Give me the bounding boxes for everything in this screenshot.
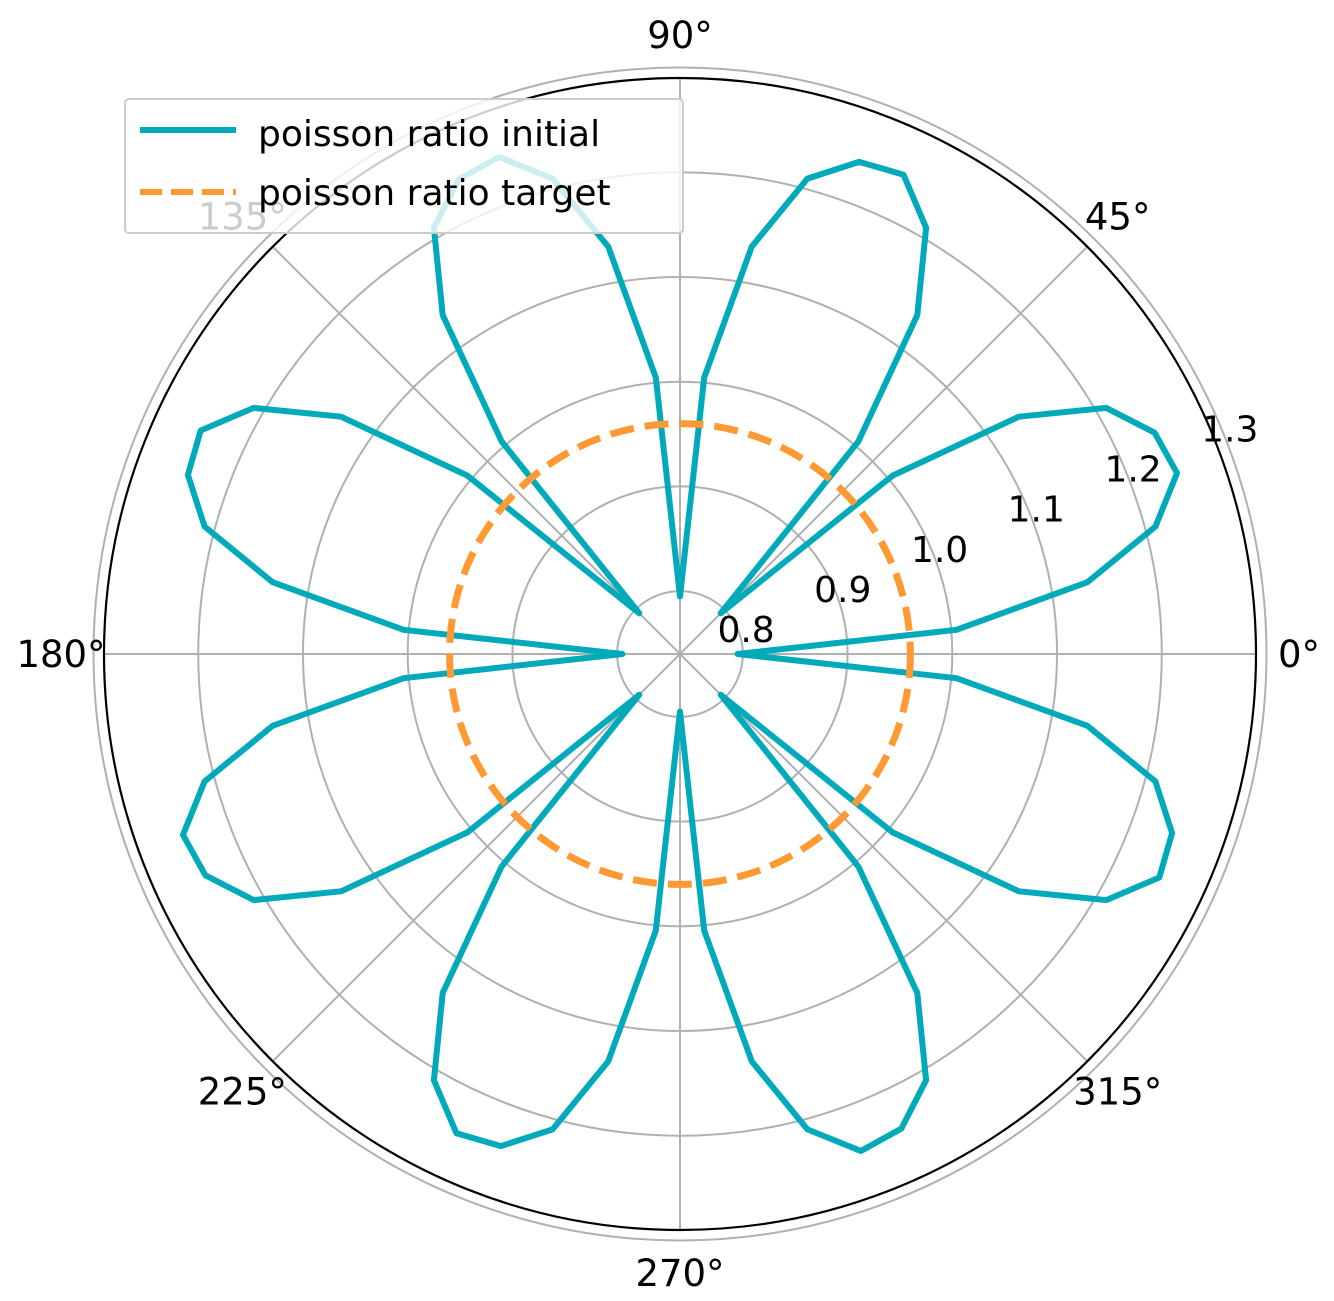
series-initial-line (180, 154, 1180, 1154)
angular-tick-label: 315° (1073, 1071, 1162, 1114)
angular-gridline (271, 245, 681, 655)
radial-gridline (92, 66, 1268, 1242)
radial-tick-label: 0.8 (717, 610, 774, 651)
label-layer: 0°45°90°135°180°225°270°315°0.80.91.01.1… (16, 14, 1320, 1295)
radial-gridline (406, 380, 954, 928)
radial-tick-label: 1.1 (1008, 490, 1065, 531)
legend-label-initial: poisson ratio initial (258, 114, 600, 155)
angular-tick-label: 90° (647, 14, 713, 57)
angular-gridline (679, 245, 1089, 655)
series-target-line (446, 420, 914, 888)
radial-gridline (511, 485, 849, 823)
radial-tick-label: 1.0 (911, 530, 968, 571)
radial-tick-label: 1.3 (1201, 410, 1258, 451)
radial-gridline (301, 275, 1059, 1033)
angular-tick-label: 0° (1278, 633, 1320, 676)
radial-tick-label: 0.9 (814, 570, 871, 611)
angular-tick-label: 270° (635, 1252, 724, 1295)
legend: poisson ratio initial poisson ratio targ… (124, 98, 684, 234)
angular-tick-label: 45° (1085, 195, 1151, 238)
angular-tick-label: 180° (16, 633, 105, 676)
legend-label-target: poisson ratio target (258, 173, 611, 214)
series-layer (180, 154, 1180, 1154)
polar-frame (102, 76, 1258, 1232)
angular-gridline (679, 653, 1089, 1063)
grid-layer (92, 66, 1268, 1242)
legend-box (124, 98, 684, 234)
angular-tick-label: 225° (198, 1071, 287, 1114)
radial-tick-label: 1.2 (1104, 450, 1161, 491)
angular-gridline (271, 653, 681, 1063)
